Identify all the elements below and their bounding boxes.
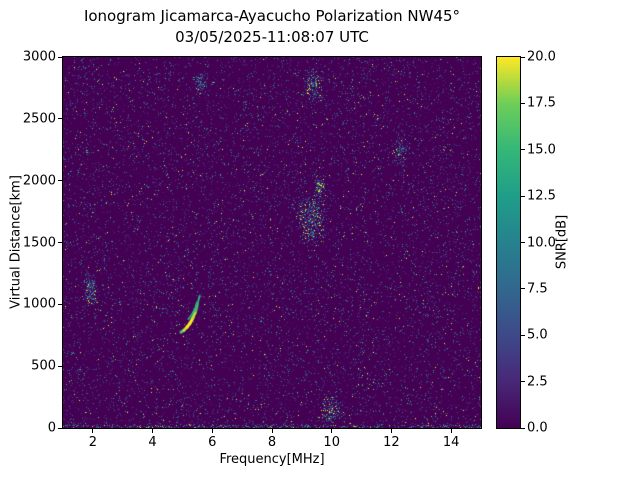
y-tick-label: 3000: [22, 49, 56, 65]
y-tick-mark: [58, 365, 62, 367]
y-tick-label: 0: [47, 420, 56, 436]
colorbar-tick-label: 5.0: [527, 327, 548, 343]
colorbar-tick-mark: [521, 427, 525, 429]
x-tick-label: 4: [148, 435, 157, 450]
y-tick-mark: [58, 427, 62, 429]
colorbar-tick-mark: [521, 381, 525, 383]
x-tick-label: 10: [323, 435, 340, 450]
x-tick-label: 12: [383, 435, 400, 450]
colorbar-label: SNR[dB]: [554, 214, 570, 270]
x-axis-label: Frequency[MHz]: [219, 452, 325, 467]
y-tick-mark: [58, 242, 62, 243]
x-tick-label: 8: [267, 435, 277, 450]
x-tick-mark: [152, 429, 154, 433]
colorbar-tick-mark: [521, 102, 525, 104]
x-tick-label: 6: [208, 435, 217, 450]
x-tick-label: 14: [442, 435, 460, 450]
x-tick-label: 2: [88, 435, 97, 450]
colorbar-tick-mark: [521, 242, 525, 243]
colorbar-tick-label: 20.0: [527, 49, 556, 65]
heatmap-plot-canvas: [62, 56, 482, 429]
y-axis-label: Virtual Distance[km]: [8, 175, 24, 309]
colorbar-tick-label: 12.5: [527, 188, 556, 204]
chart-subtitle: 03/05/2025-11:08:07 UTC: [175, 28, 369, 46]
colorbar-canvas: [496, 56, 521, 429]
colorbar-tick-mark: [521, 149, 525, 151]
chart-title: Ionogram Jicamarca-Ayacucho Polarization…: [83, 7, 461, 25]
colorbar-tick-label: 10.0: [527, 235, 556, 250]
y-tick-mark: [58, 56, 62, 58]
x-tick-mark: [211, 429, 213, 433]
colorbar-tick-mark: [521, 195, 525, 197]
y-tick-mark: [58, 303, 62, 305]
x-tick-mark: [331, 429, 333, 433]
y-tick-label: 2000: [22, 173, 56, 189]
y-tick-mark: [58, 180, 62, 182]
colorbar-tick-mark: [521, 56, 525, 58]
colorbar-tick-label: 15.0: [527, 142, 556, 158]
colorbar-tick-mark: [521, 288, 525, 290]
chart-title-block: Ionogram Jicamarca-Ayacucho Polarization…: [63, 6, 481, 48]
x-tick-mark: [271, 429, 273, 433]
x-tick-mark: [92, 429, 94, 433]
colorbar-tick-label: 7.5: [527, 281, 548, 297]
y-tick-mark: [58, 118, 62, 120]
y-tick-label: 2500: [22, 111, 56, 127]
y-tick-label: 1500: [22, 235, 56, 250]
y-tick-label: 500: [31, 358, 56, 374]
colorbar-tick-label: 2.5: [527, 374, 548, 390]
colorbar-tick-mark: [521, 334, 525, 336]
colorbar-tick-label: 0.0: [527, 420, 548, 436]
x-tick-mark: [390, 429, 392, 433]
y-tick-label: 1000: [22, 296, 56, 312]
x-tick-mark: [450, 429, 452, 433]
colorbar-tick-label: 17.5: [527, 95, 556, 111]
